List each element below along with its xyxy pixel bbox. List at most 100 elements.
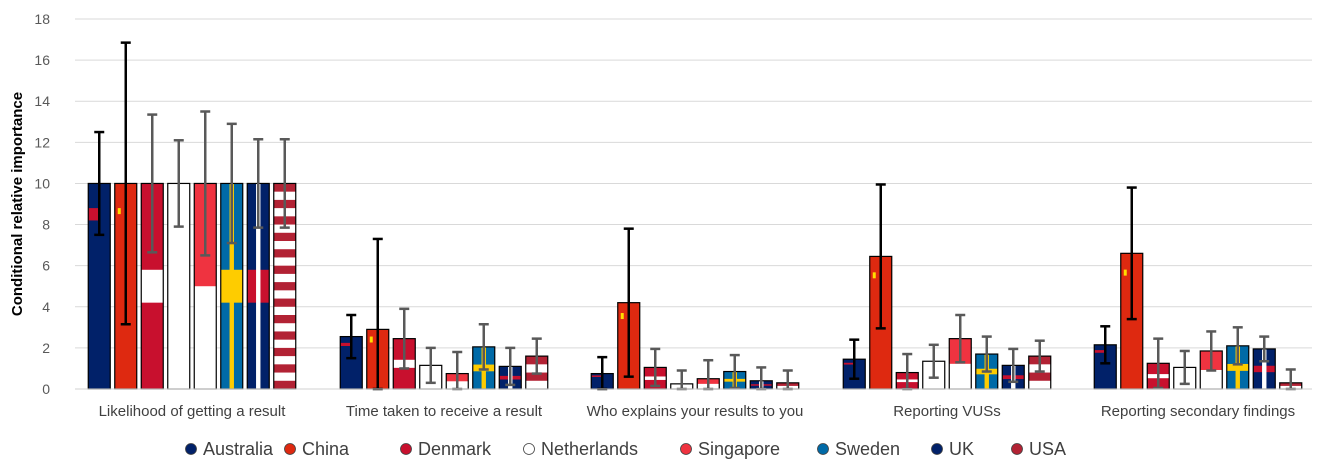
legend-label: Australia [203,439,274,459]
error-bar [1206,330,1217,372]
bar-flag-band [229,183,234,389]
y-tick-label: 2 [42,340,50,356]
error-bar [729,353,740,390]
y-tick-label: 10 [34,175,50,191]
bar-flag-band [1094,350,1106,353]
legend-label: Denmark [418,439,492,459]
bar-flag-band [1262,348,1267,389]
legend-marker [523,443,535,455]
legend-label: USA [1029,439,1066,459]
bar-flag-stripe [273,356,296,365]
error-bar [650,347,661,388]
bar-flag-stripe [273,306,296,315]
error-bar [1179,349,1190,386]
bar-flag-band [1235,345,1240,389]
error-bar [1100,325,1111,365]
y-tick-label: 4 [42,299,50,315]
error-bar [849,338,860,380]
bar-singapore-3 [948,338,972,390]
bar [273,183,296,389]
error-bar [531,337,542,375]
error-bar [875,183,886,330]
error-bar [955,313,966,364]
x-tick-label: Likelihood of getting a result [99,403,287,420]
y-tick-label: 6 [42,258,50,274]
bar-flag-band [949,363,972,389]
legend-label: Netherlands [541,439,638,459]
bar-flag-stripe [525,380,548,389]
legend-label: Sweden [835,439,900,459]
bar-flag-band [843,362,855,365]
error-bar [505,346,516,387]
bar-flag-stripe [273,323,296,332]
x-tick-label: Time taken to receive a result [346,403,543,420]
x-tick-label: Reporting secondary findings [1101,403,1295,420]
bar-flag-band [340,342,352,347]
bar-flag-stripe [1028,380,1051,389]
bar [167,183,190,389]
error-bar [253,138,264,229]
bar-flag-band [256,183,261,389]
legend: Australia China Denmark Netherlands Singapor… [185,439,1066,459]
legend-item-china: China [284,439,350,459]
bar-flag-stripe [273,339,296,348]
error-bar [981,335,992,373]
legend-label: UK [949,439,974,459]
bar [1120,253,1143,389]
bar-uk-0 [246,182,270,390]
error-bar [1008,347,1019,384]
error-bar [623,227,634,378]
bar-flag-star [620,313,624,320]
error-bar [1153,337,1164,390]
legend-item-australia: Australia [185,439,274,459]
legend-item-netherlands: Netherlands [523,439,638,459]
error-bar [399,307,410,370]
legend-item-sweden: Sweden [817,439,900,459]
error-bar [1126,186,1137,321]
error-bar [1034,339,1045,373]
legend-marker [680,443,692,455]
error-bar [147,113,158,254]
error-bar [120,41,131,326]
error-bar [928,343,939,379]
legend-item-usa: USA [1011,439,1066,459]
y-tick-label: 12 [34,134,50,150]
error-bar [1259,335,1270,363]
bar-singapore-0 [193,182,217,390]
legend-label: China [302,439,350,459]
bar-flag-band [1200,369,1223,389]
bar-flag-stripe [273,290,296,299]
legend-marker [931,443,943,455]
legend-item-denmark: Denmark [400,439,492,459]
bar-flag-star [117,208,121,215]
bar [1094,344,1117,389]
bar [88,183,111,389]
error-bar [478,323,489,371]
x-tick-label: Reporting VUSs [893,403,1001,420]
bar-flag-band [141,269,164,303]
legend-marker [284,443,296,455]
y-tick-label: 8 [42,217,50,233]
legend-marker [817,443,829,455]
bar-flag-band [194,286,217,389]
error-bar [226,122,237,245]
category-labels: Likelihood of getting a result Time taken… [99,403,1296,420]
legend-label: Singapore [698,439,780,459]
bar-flag-star [872,272,876,279]
error-bar [425,346,436,385]
y-tick-label: 18 [34,11,50,27]
bar-flag-star [1123,269,1127,276]
bar-flag-stripe [273,257,296,266]
error-bars [94,41,1296,391]
legend-marker [185,443,197,455]
bar-flag-star [369,336,373,343]
y-axis-label: Conditional relative importance [9,92,26,316]
x-tick-label: Who explains your results to you [587,403,804,420]
legend-item-singapore: Singapore [680,439,780,459]
bars [87,182,1303,390]
bar-flag-band [591,375,603,377]
legend-marker [400,443,412,455]
legend-marker [1011,443,1023,455]
error-bar [200,110,211,257]
